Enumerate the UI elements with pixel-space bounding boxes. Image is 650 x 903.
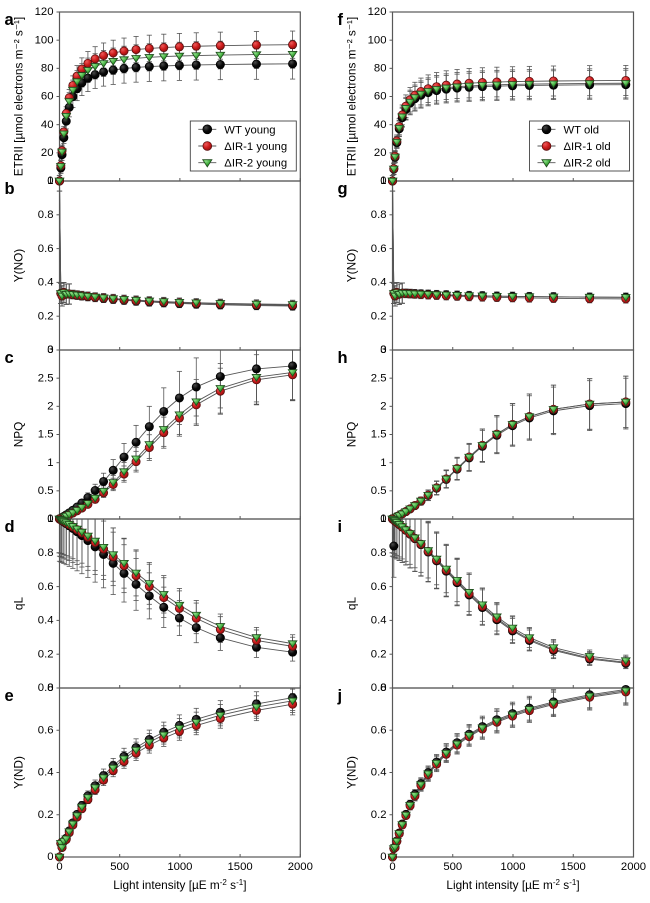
- svg-text:0.8: 0.8: [371, 547, 387, 559]
- svg-text:Y(NO): Y(NO): [345, 249, 359, 282]
- svg-text:Light intensity [µE m-2 s-1]: Light intensity [µE m-2 s-1]: [113, 878, 246, 892]
- svg-text:c: c: [5, 349, 14, 367]
- svg-text:0.2: 0.2: [371, 809, 387, 821]
- svg-text:20: 20: [41, 147, 54, 159]
- svg-text:1: 1: [47, 457, 53, 469]
- svg-text:0.6: 0.6: [371, 724, 387, 736]
- svg-text:60: 60: [41, 91, 54, 103]
- svg-text:0.6: 0.6: [38, 724, 54, 736]
- svg-text:0.6: 0.6: [371, 581, 387, 593]
- svg-text:f: f: [338, 11, 344, 29]
- svg-text:0.6: 0.6: [38, 581, 54, 593]
- svg-text:0.5: 0.5: [38, 485, 54, 497]
- svg-text:ΔIR-2 young: ΔIR-2 young: [224, 158, 287, 170]
- svg-text:0: 0: [389, 861, 395, 873]
- svg-text:0.5: 0.5: [371, 485, 387, 497]
- svg-text:500: 500: [443, 861, 462, 873]
- svg-text:40: 40: [374, 119, 387, 131]
- svg-text:120: 120: [35, 6, 54, 18]
- svg-text:a: a: [5, 11, 15, 29]
- svg-text:qL: qL: [12, 597, 26, 611]
- svg-text:0.6: 0.6: [371, 243, 387, 255]
- svg-text:1.5: 1.5: [38, 429, 54, 441]
- svg-text:ETRII [µmol electrons m⁻² s⁻¹]: ETRII [µmol electrons m⁻² s⁻¹]: [12, 17, 26, 177]
- svg-text:40: 40: [41, 119, 54, 131]
- svg-text:i: i: [338, 518, 343, 536]
- svg-text:1000: 1000: [500, 861, 525, 873]
- svg-text:0.4: 0.4: [371, 615, 387, 627]
- svg-text:0: 0: [380, 851, 386, 863]
- svg-text:Y(NO): Y(NO): [12, 249, 26, 282]
- svg-text:3: 3: [47, 344, 53, 356]
- svg-text:1: 1: [380, 513, 386, 525]
- svg-text:Light intensity [µE m-2 s-1]: Light intensity [µE m-2 s-1]: [446, 878, 579, 892]
- svg-text:2000: 2000: [621, 861, 646, 873]
- svg-text:1000: 1000: [167, 861, 192, 873]
- svg-text:2: 2: [47, 401, 53, 413]
- svg-text:j: j: [337, 687, 343, 705]
- svg-text:ΔIR-2 old: ΔIR-2 old: [564, 158, 611, 170]
- svg-text:80: 80: [374, 63, 387, 75]
- svg-text:0.2: 0.2: [371, 648, 387, 660]
- svg-text:0.8: 0.8: [371, 209, 387, 221]
- svg-text:WT young: WT young: [224, 124, 275, 136]
- svg-text:0.2: 0.2: [38, 310, 54, 322]
- svg-text:60: 60: [374, 91, 387, 103]
- svg-text:1: 1: [47, 513, 53, 525]
- svg-text:e: e: [5, 687, 14, 705]
- svg-text:0.2: 0.2: [371, 310, 387, 322]
- svg-text:2000: 2000: [288, 861, 313, 873]
- svg-text:1: 1: [47, 175, 53, 187]
- svg-text:500: 500: [110, 861, 129, 873]
- svg-text:d: d: [5, 518, 15, 536]
- svg-text:2: 2: [380, 401, 386, 413]
- svg-text:Y(ND): Y(ND): [345, 756, 359, 789]
- svg-text:0: 0: [56, 861, 62, 873]
- svg-text:h: h: [338, 349, 348, 367]
- svg-text:0.8: 0.8: [38, 209, 54, 221]
- svg-text:120: 120: [368, 6, 387, 18]
- svg-text:2.5: 2.5: [38, 372, 54, 384]
- svg-text:Y(ND): Y(ND): [12, 756, 26, 789]
- svg-text:ΔIR-1 old: ΔIR-1 old: [564, 141, 611, 153]
- svg-text:WT old: WT old: [564, 124, 600, 136]
- svg-text:0.8: 0.8: [38, 547, 54, 559]
- svg-text:1500: 1500: [561, 861, 586, 873]
- svg-text:0.2: 0.2: [38, 648, 54, 660]
- svg-text:1.5: 1.5: [371, 429, 387, 441]
- svg-text:0.4: 0.4: [371, 277, 387, 289]
- svg-text:100: 100: [35, 34, 54, 46]
- svg-text:0.4: 0.4: [38, 615, 54, 627]
- svg-text:qL: qL: [345, 597, 359, 611]
- svg-text:80: 80: [41, 63, 54, 75]
- svg-text:0: 0: [47, 851, 53, 863]
- svg-text:NPQ: NPQ: [345, 422, 359, 448]
- svg-text:ETRII [µmol electrons m⁻² s⁻¹]: ETRII [µmol electrons m⁻² s⁻¹]: [345, 17, 359, 177]
- svg-text:0.2: 0.2: [38, 809, 54, 821]
- svg-text:1: 1: [380, 175, 386, 187]
- svg-text:0.4: 0.4: [38, 767, 54, 779]
- svg-text:0.6: 0.6: [38, 243, 54, 255]
- svg-text:ΔIR-1 young: ΔIR-1 young: [224, 141, 287, 153]
- svg-text:3: 3: [380, 344, 386, 356]
- svg-text:NPQ: NPQ: [12, 422, 26, 448]
- svg-text:1: 1: [380, 457, 386, 469]
- svg-text:100: 100: [368, 34, 387, 46]
- svg-text:2.5: 2.5: [371, 372, 387, 384]
- svg-text:0.4: 0.4: [38, 277, 54, 289]
- svg-text:b: b: [5, 180, 15, 198]
- svg-text:20: 20: [374, 147, 387, 159]
- svg-text:0.8: 0.8: [38, 682, 54, 694]
- svg-text:0.8: 0.8: [371, 682, 387, 694]
- svg-text:g: g: [338, 180, 348, 198]
- svg-text:1500: 1500: [228, 861, 253, 873]
- svg-text:0.4: 0.4: [371, 767, 387, 779]
